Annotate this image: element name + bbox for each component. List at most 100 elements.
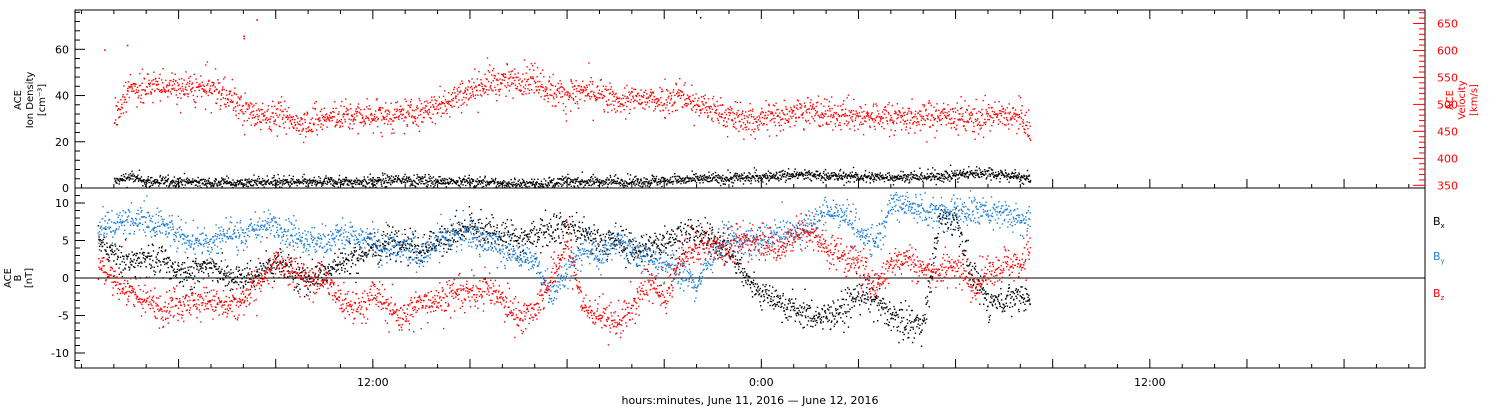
data-point bbox=[275, 108, 278, 110]
data-point bbox=[264, 181, 266, 183]
data-point bbox=[393, 108, 396, 111]
data-point bbox=[591, 183, 594, 186]
data-point bbox=[1017, 128, 1020, 130]
data-point bbox=[529, 83, 531, 86]
data-point bbox=[128, 179, 130, 181]
data-point bbox=[250, 181, 252, 183]
data-point bbox=[362, 184, 365, 187]
data-point bbox=[988, 167, 990, 169]
density-tick-label: 60 bbox=[55, 43, 69, 56]
data-point bbox=[674, 101, 676, 104]
data-point bbox=[434, 184, 436, 186]
data-point bbox=[982, 136, 985, 138]
data-point bbox=[641, 183, 643, 185]
data-point bbox=[901, 114, 903, 117]
data-point bbox=[576, 178, 578, 180]
data-point bbox=[260, 183, 262, 185]
data-point bbox=[289, 114, 291, 116]
data-point bbox=[384, 116, 386, 119]
data-point bbox=[629, 108, 631, 111]
data-point bbox=[986, 111, 988, 113]
data-point bbox=[673, 102, 675, 105]
data-point bbox=[860, 174, 863, 177]
data-point bbox=[206, 61, 209, 63]
data-point bbox=[771, 176, 774, 179]
data-point bbox=[175, 79, 177, 82]
data-point bbox=[653, 180, 655, 182]
data-point bbox=[293, 121, 296, 124]
data-point bbox=[789, 178, 792, 180]
data-point bbox=[852, 113, 854, 115]
data-point bbox=[484, 177, 486, 179]
data-point bbox=[993, 113, 995, 116]
data-point bbox=[701, 101, 703, 103]
data-point bbox=[220, 98, 222, 101]
data-point bbox=[449, 100, 451, 103]
data-point bbox=[976, 119, 978, 121]
data-point bbox=[853, 176, 856, 178]
data-point bbox=[160, 91, 162, 94]
data-point bbox=[386, 181, 388, 184]
data-point bbox=[331, 184, 334, 186]
data-point bbox=[283, 127, 285, 129]
data-point bbox=[1000, 113, 1002, 115]
data-point bbox=[329, 116, 331, 118]
data-point bbox=[728, 180, 731, 182]
data-point bbox=[531, 184, 533, 187]
data-point bbox=[302, 127, 305, 130]
data-point bbox=[923, 177, 925, 179]
data-point bbox=[131, 170, 133, 173]
data-point bbox=[136, 106, 138, 108]
data-point bbox=[156, 181, 158, 183]
data-point bbox=[343, 180, 345, 182]
data-point bbox=[256, 178, 259, 180]
data-point bbox=[540, 72, 542, 75]
data-point bbox=[789, 115, 792, 118]
data-point bbox=[690, 101, 692, 103]
data-point bbox=[129, 267, 131, 269]
data-point bbox=[117, 101, 119, 104]
data-point bbox=[748, 110, 750, 112]
data-point bbox=[384, 111, 386, 113]
data-point bbox=[688, 180, 691, 182]
data-point bbox=[802, 175, 804, 177]
data-point bbox=[341, 122, 343, 124]
data-point bbox=[1027, 136, 1029, 138]
data-point bbox=[313, 122, 315, 125]
data-point bbox=[787, 119, 789, 122]
data-point bbox=[411, 115, 413, 117]
data-point bbox=[454, 180, 456, 183]
data-point bbox=[556, 89, 559, 92]
data-point bbox=[694, 179, 696, 181]
data-point bbox=[601, 180, 603, 182]
data-point bbox=[163, 90, 165, 92]
data-point bbox=[997, 171, 1000, 173]
data-point bbox=[418, 179, 420, 181]
data-point bbox=[455, 183, 458, 185]
data-point bbox=[470, 178, 473, 180]
data-point bbox=[471, 88, 473, 90]
data-point bbox=[267, 108, 269, 111]
data-point bbox=[462, 184, 464, 186]
data-point bbox=[351, 183, 353, 185]
data-point bbox=[208, 177, 210, 179]
data-point bbox=[121, 275, 124, 278]
data-point bbox=[511, 70, 514, 72]
data-point bbox=[218, 181, 221, 183]
data-point bbox=[279, 109, 282, 111]
data-point bbox=[324, 182, 327, 185]
data-point bbox=[128, 266, 130, 268]
data-point bbox=[504, 85, 506, 87]
data-point bbox=[283, 114, 285, 116]
data-point bbox=[635, 94, 637, 97]
b-tick-label: 0 bbox=[62, 272, 69, 285]
data-point bbox=[965, 121, 968, 123]
data-point bbox=[596, 98, 599, 100]
data-point bbox=[605, 85, 607, 88]
data-point bbox=[333, 116, 336, 118]
data-point bbox=[568, 98, 570, 101]
data-point bbox=[300, 118, 303, 121]
data-point bbox=[725, 113, 728, 116]
data-point bbox=[758, 115, 760, 117]
data-point bbox=[137, 256, 140, 259]
